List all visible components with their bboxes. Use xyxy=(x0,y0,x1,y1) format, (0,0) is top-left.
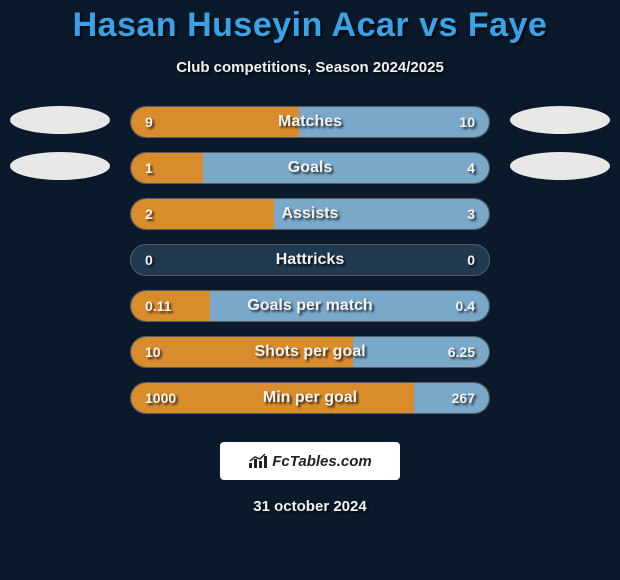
stat-row: 00Hattricks xyxy=(130,244,490,276)
avatar-left xyxy=(10,152,110,180)
logo-text: FcTables.com xyxy=(272,453,371,470)
stat-label: Shots per goal xyxy=(131,337,489,367)
stat-label: Hattricks xyxy=(131,245,489,275)
avatar-right xyxy=(510,152,610,180)
avatar-right xyxy=(510,106,610,134)
stat-label: Assists xyxy=(131,199,489,229)
stat-label: Matches xyxy=(131,107,489,137)
stat-label: Goals xyxy=(131,153,489,183)
stat-row: 106.25Shots per goal xyxy=(130,336,490,368)
page-title: Hasan Huseyin Acar vs Faye xyxy=(0,0,620,45)
stat-row: 0.110.4Goals per match xyxy=(130,290,490,322)
avatars-left xyxy=(10,106,110,180)
stat-row: 23Assists xyxy=(130,198,490,230)
chart-icon xyxy=(248,453,268,469)
subtitle: Club competitions, Season 2024/2025 xyxy=(0,59,620,76)
stat-row: 910Matches xyxy=(130,106,490,138)
stat-row: 14Goals xyxy=(130,152,490,184)
avatars-right xyxy=(510,106,610,180)
site-logo: FcTables.com xyxy=(220,442,400,480)
comparison-chart: 910Matches 14Goals 23Assists 00Hattricks 0.1… xyxy=(0,106,620,414)
stat-label: Min per goal xyxy=(131,383,489,413)
stat-row: 1000267Min per goal xyxy=(130,382,490,414)
stat-label: Goals per match xyxy=(131,291,489,321)
stat-bars: 910Matches 14Goals 23Assists 00Hattricks 0.1… xyxy=(130,106,490,414)
avatar-left xyxy=(10,106,110,134)
date-text: 31 october 2024 xyxy=(0,498,620,515)
